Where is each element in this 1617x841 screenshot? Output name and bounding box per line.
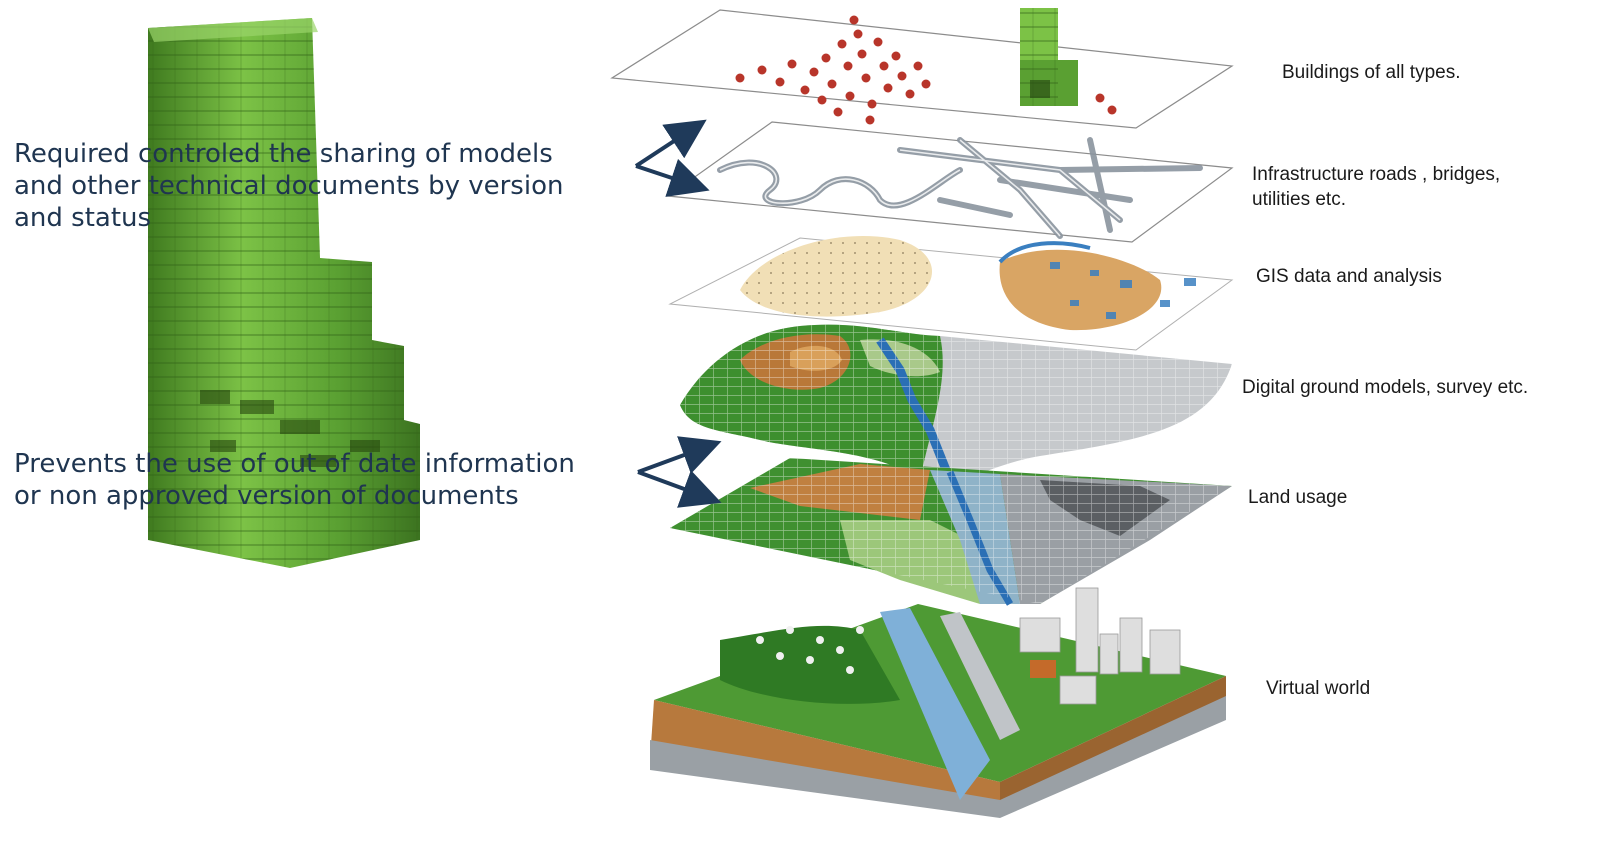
- building-illustration: [148, 18, 420, 568]
- layer-buildings: [610, 8, 1234, 129]
- building-points: [735, 15, 1117, 125]
- layer-ground-model: [680, 324, 1232, 487]
- building-3d-model: [1020, 8, 1078, 106]
- arrow-icon: [634, 119, 722, 508]
- layer-gis-data: [668, 235, 1234, 351]
- layer-label-infrastructure: Infrastructure roads , bridges, utilitie…: [1252, 164, 1501, 210]
- outdated-info-note: Prevents the use of out of date informat…: [14, 449, 575, 511]
- version-control-note: Required controled the sharing of models…: [14, 139, 564, 233]
- layer-land-usage: [670, 458, 1232, 606]
- layer-label-land-usage: Land usage: [1248, 487, 1348, 508]
- layer-label-ground-models: Digital ground models, survey etc.: [1242, 377, 1529, 398]
- layer-label-buildings: Buildings of all types.: [1282, 62, 1461, 83]
- layer-infrastructure: [666, 121, 1234, 243]
- layer-label-virtual-world: Virtual world: [1266, 678, 1371, 699]
- layer-label-gis: GIS data and analysis: [1256, 266, 1442, 287]
- layer-virtual-world: [650, 587, 1226, 818]
